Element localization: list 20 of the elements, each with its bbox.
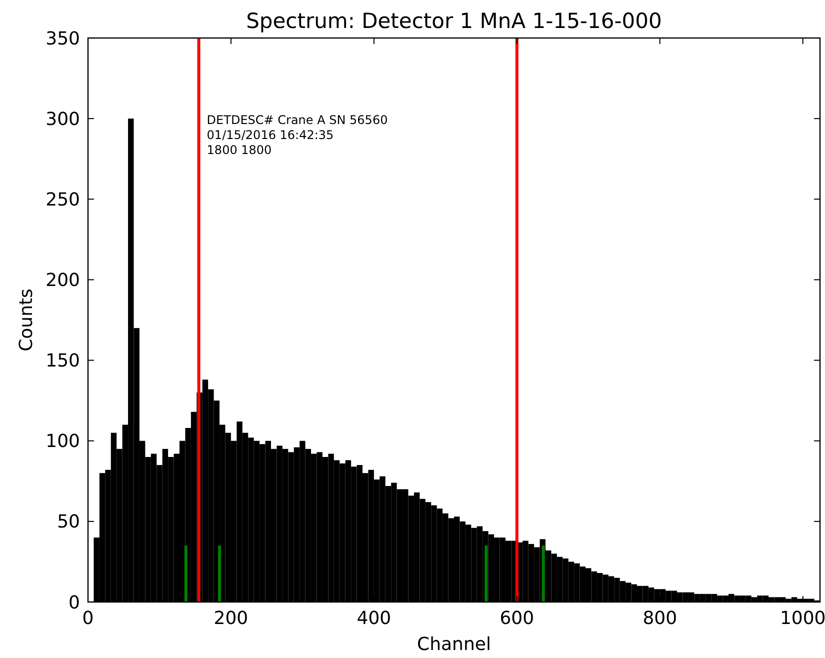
chart-title: Spectrum: Detector 1 MnA 1-15-16-000 (246, 9, 662, 33)
x-tick-label: 400 (356, 608, 392, 629)
y-axis-title: Counts (16, 288, 37, 352)
y-tick-label: 350 (46, 28, 80, 50)
annotation: 01/15/2016 16:42:35 (206, 128, 334, 142)
y-tick-label: 150 (46, 350, 80, 372)
y-tick-label: 100 (46, 431, 80, 452)
x-tick-label: 600 (500, 608, 534, 629)
y-tick-label: 300 (46, 108, 80, 130)
x-tick-label: 1000 (780, 608, 825, 629)
annotation: 1800 1800 (206, 143, 272, 157)
annotation: DETDESC# Crane A SN 56560 (206, 113, 388, 127)
y-tick-label: 0 (68, 592, 80, 614)
y-tick-label: 250 (46, 189, 80, 210)
y-tick-label: 200 (46, 270, 80, 292)
x-tick-label: 200 (214, 608, 248, 629)
x-tick-label: 800 (642, 608, 678, 629)
y-tick-label: 50 (57, 512, 80, 533)
x-tick-label: 0 (82, 608, 94, 629)
x-axis-title: Channel (417, 634, 491, 655)
